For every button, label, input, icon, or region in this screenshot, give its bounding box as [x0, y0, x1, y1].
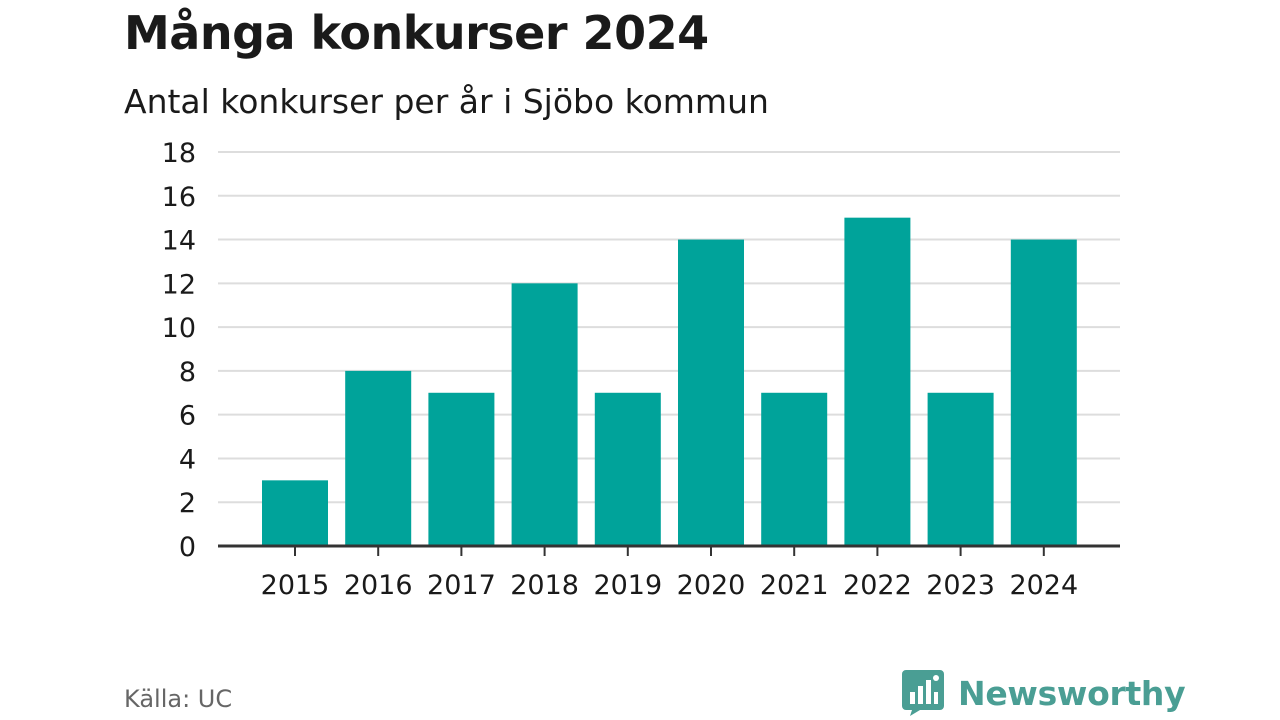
x-tick-label: 2018 [510, 570, 579, 601]
bar-2017 [428, 392, 495, 546]
x-tick-label: 2021 [760, 570, 829, 601]
y-tick-label: 8 [179, 357, 196, 388]
x-tick-label: 2016 [344, 570, 413, 601]
chart-title: Många konkurser 2024 [124, 6, 709, 60]
y-tick-label: 18 [162, 138, 196, 169]
x-tick-label: 2015 [261, 570, 330, 601]
bar-2018 [511, 283, 578, 546]
bar-2016 [345, 370, 412, 546]
bar-2020 [678, 239, 744, 547]
bar-2022 [844, 217, 911, 546]
brand-name: Newsworthy [958, 673, 1186, 713]
bars [262, 217, 1077, 547]
y-tick-label: 6 [179, 401, 196, 432]
y-tick-label: 4 [179, 444, 196, 475]
x-tick-label: 2020 [677, 570, 746, 601]
y-tick-label: 12 [162, 269, 196, 300]
y-tick-label: 0 [179, 532, 196, 563]
y-tick-label: 10 [162, 313, 196, 344]
source-note: Källa: UC [124, 685, 233, 713]
x-tick-label: 2019 [593, 570, 662, 601]
bar-2023 [927, 392, 994, 546]
x-axis-tick-labels: 2015 2016 2017 2018 2019 2020 2021 2022 2023 2024 [261, 570, 1079, 601]
x-tick-label: 2022 [843, 570, 912, 601]
y-axis-tick-labels: 0 2 4 6 8 10 12 14 16 18 [162, 138, 196, 563]
newsworthy-logo-icon [902, 670, 944, 716]
bar-2021 [761, 392, 828, 546]
x-tick-label: 2024 [1009, 570, 1078, 601]
y-tick-label: 2 [179, 488, 196, 519]
bar-2024 [1010, 239, 1077, 547]
brand-logo[interactable]: Newsworthy [902, 668, 1186, 718]
x-axis [218, 544, 1120, 556]
x-tick-label: 2017 [427, 570, 496, 601]
bar-2019 [594, 392, 661, 546]
x-tick-label: 2023 [926, 570, 995, 601]
bar-2015 [262, 480, 328, 546]
y-tick-label: 14 [162, 226, 196, 257]
grid-lines [218, 151, 1120, 504]
chart-subtitle: Antal konkurser per år i Sjöbo kommun [124, 82, 769, 121]
y-tick-label: 16 [162, 182, 196, 213]
